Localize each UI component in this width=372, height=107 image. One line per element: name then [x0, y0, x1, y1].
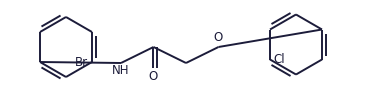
- Text: O: O: [214, 31, 223, 44]
- Text: Cl: Cl: [273, 53, 285, 66]
- Text: Br: Br: [76, 56, 89, 68]
- Text: O: O: [149, 71, 158, 83]
- Text: NH: NH: [112, 65, 130, 77]
